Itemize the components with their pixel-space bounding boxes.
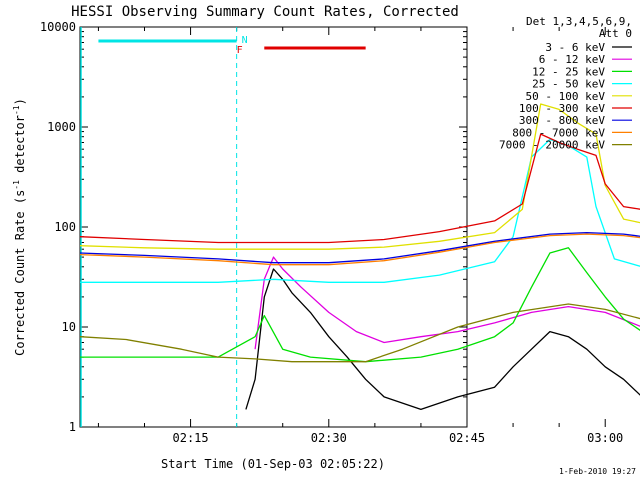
series-line (245, 268, 640, 411)
series-line (79, 303, 640, 363)
x-axis-title: Start Time (01-Sep-03 02:05:22) (161, 457, 385, 471)
series-line (254, 256, 640, 350)
y-axis-title-end: ) (13, 98, 27, 105)
series-line (79, 133, 640, 244)
legend-label: 6 - 12 keV (539, 53, 606, 66)
flare-marker-label: F (237, 45, 243, 56)
series-line (80, 138, 640, 283)
plot-area (79, 26, 468, 428)
series-line (79, 103, 640, 250)
y-axis-title-main: Corrected Count Rate (s (13, 190, 27, 356)
series-line (80, 247, 640, 363)
x-tick-label: 02:45 (449, 431, 485, 445)
y-tick-label: 10 (62, 320, 76, 334)
x-tick-label: 02:15 (173, 431, 209, 445)
y-tick-label: 1000 (47, 120, 76, 134)
y-axis-title-exp2: -1 (12, 105, 21, 115)
x-tick-label: 02:30 (311, 431, 347, 445)
y-axis: 1 10 100 1000 10000 (40, 20, 467, 434)
legend-label: 25 - 50 keV (532, 78, 605, 91)
timestamp: 1-Feb-2010 19:27 (559, 467, 636, 476)
y-axis-title-exp1: -1 (12, 180, 21, 190)
legend-label: 300 - 800 keV (519, 114, 605, 127)
legend-label: 7000 - 20000 keV (499, 139, 605, 152)
y-axis-title: Corrected Count Rate (s-1 detector-1) (12, 98, 27, 356)
chart-title: HESSI Observing Summary Count Rates, Cor… (71, 4, 459, 20)
legend-label: 800 - 7000 keV (512, 126, 605, 139)
series-line (79, 233, 640, 266)
y-tick-label: 1 (69, 420, 76, 434)
legend-header-line-2: Att 0 (599, 27, 632, 40)
legend-label: 3 - 6 keV (545, 41, 605, 54)
legend-label: 12 - 25 keV (532, 65, 605, 78)
legend-label: 50 - 100 keV (526, 90, 606, 103)
y-tick-label: 100 (54, 220, 76, 234)
legend-header-line-1: Det 1,3,4,5,6,9, (526, 15, 632, 28)
plot-frame (79, 26, 468, 428)
series-layer: NF (79, 27, 640, 427)
x-tick-label: 03:00 (587, 431, 623, 445)
night-marker-label: N (242, 35, 248, 46)
y-axis-title-mid: detector (13, 115, 27, 180)
legend-label: 100 - 300 keV (519, 102, 605, 115)
series-line (79, 231, 640, 264)
y-tick-label: 10000 (40, 20, 76, 34)
